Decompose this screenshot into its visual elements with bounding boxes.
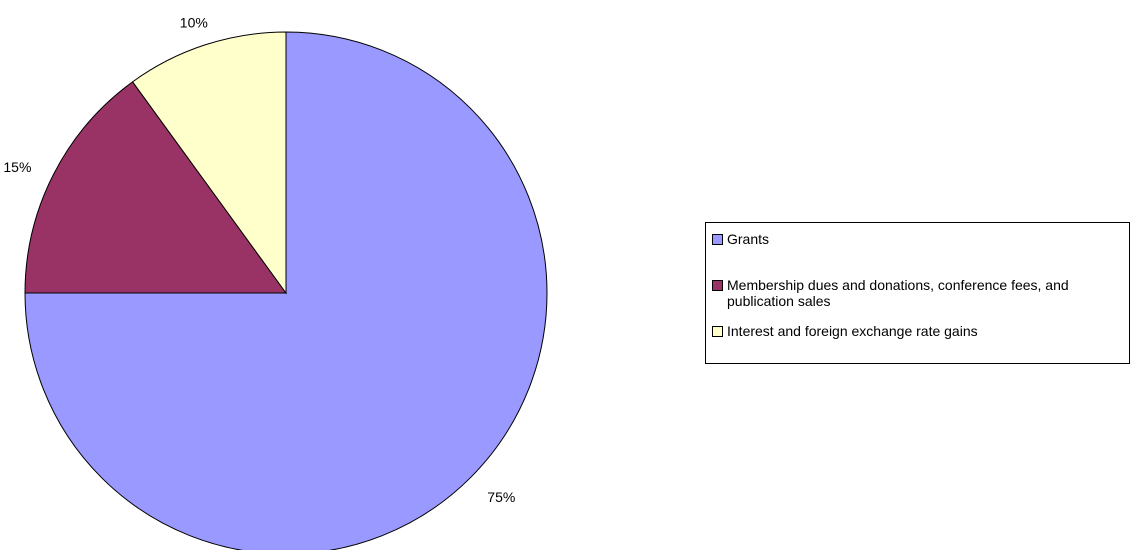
data-label-membership: 15% [3, 159, 31, 175]
legend-item-membership: Membership dues and donations, conferenc… [712, 277, 1127, 309]
pie-data-labels: 75% 15% 10% [3, 14, 515, 505]
legend-item-grants: Grants [712, 231, 1127, 247]
pie-slices [24, 31, 548, 555]
legend-swatch-interest [712, 326, 723, 337]
legend-label-membership: Membership dues and donations, conferenc… [727, 277, 1069, 309]
pie-slice-membership [24, 81, 287, 294]
legend-item-interest: Interest and foreign exchange rate gains [712, 323, 1127, 339]
pie-slice-interest [131, 31, 287, 295]
data-label-grants: 75% [487, 489, 515, 505]
data-label-interest: 10% [180, 14, 208, 30]
pie-slice-grants [24, 31, 548, 555]
legend: Grants Membership dues and donations, co… [705, 222, 1130, 364]
legend-swatch-grants [712, 234, 723, 245]
legend-label-interest: Interest and foreign exchange rate gains [727, 323, 978, 339]
legend-swatch-membership [712, 280, 723, 291]
legend-label-grants: Grants [727, 231, 770, 247]
